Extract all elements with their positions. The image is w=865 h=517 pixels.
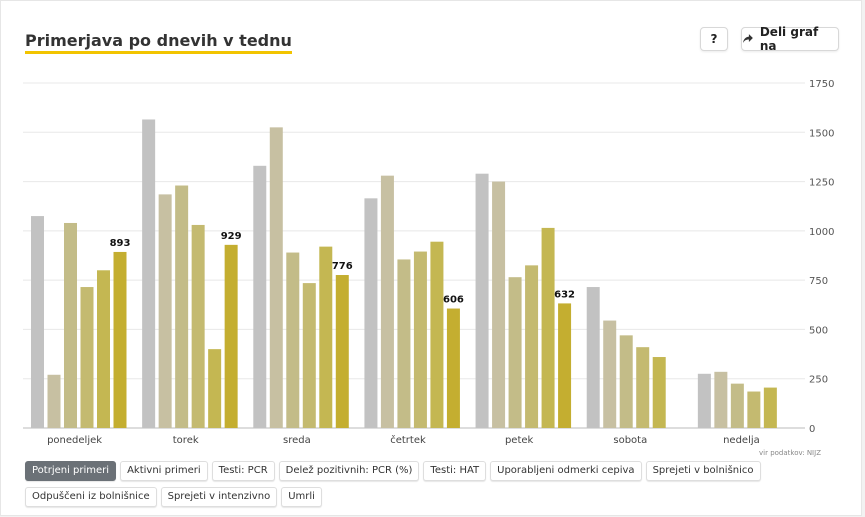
bar bbox=[364, 198, 378, 428]
chart-title: Primerjava po dnevih v tednu bbox=[25, 31, 292, 54]
bar bbox=[636, 347, 650, 428]
data-label: 606 bbox=[443, 295, 464, 306]
bar bbox=[224, 244, 238, 428]
bar bbox=[446, 308, 460, 428]
bar bbox=[763, 387, 777, 428]
bar bbox=[158, 194, 172, 428]
bar bbox=[619, 335, 633, 428]
bar bbox=[586, 287, 600, 428]
share-arrow-icon bbox=[742, 34, 753, 43]
bar bbox=[413, 251, 427, 428]
x-tick-label: torek bbox=[173, 435, 199, 446]
y-tick-label: 250 bbox=[809, 375, 828, 386]
metric-tab[interactable]: Testi: PCR bbox=[211, 461, 275, 481]
bar bbox=[603, 320, 617, 428]
metric-tab[interactable]: Testi: HAT bbox=[423, 461, 487, 481]
bar bbox=[558, 303, 572, 428]
data-label: 776 bbox=[332, 261, 353, 272]
bar bbox=[652, 357, 666, 428]
y-tick-label: 1250 bbox=[809, 178, 834, 189]
share-button-label: Deli graf na bbox=[759, 25, 819, 53]
y-tick-label: 500 bbox=[809, 325, 828, 336]
bar bbox=[97, 270, 110, 428]
y-tick-label: 1750 bbox=[809, 79, 834, 90]
y-tick-label: 0 bbox=[809, 424, 815, 435]
y-tick-label: 1000 bbox=[809, 227, 834, 238]
metric-tab[interactable]: Umrli bbox=[281, 487, 322, 507]
data-label: 893 bbox=[110, 238, 131, 249]
bar bbox=[302, 283, 316, 428]
metric-tab[interactable]: Uporabljeni odmerki cepiva bbox=[490, 461, 642, 481]
bar bbox=[430, 241, 444, 428]
bar bbox=[508, 277, 522, 428]
x-tick-label: sreda bbox=[283, 435, 311, 446]
x-tick-label: petek bbox=[505, 435, 534, 446]
share-button[interactable]: Deli graf na bbox=[741, 25, 839, 53]
bar bbox=[269, 127, 283, 428]
metric-tabs: Potrjeni primeri Aktivni primeri Testi: PC… bbox=[25, 461, 825, 507]
bar bbox=[335, 275, 349, 428]
y-tick-label: 750 bbox=[809, 276, 828, 287]
x-tick-label: sobota bbox=[613, 435, 647, 446]
metric-tab[interactable]: Aktivni primeri bbox=[120, 461, 208, 481]
metric-tab[interactable]: Sprejeti v bolnišnico bbox=[645, 461, 761, 481]
bar bbox=[492, 181, 506, 428]
bar bbox=[64, 222, 77, 428]
bar bbox=[714, 371, 728, 428]
bar bbox=[80, 287, 94, 428]
bar bbox=[697, 373, 711, 428]
bar bbox=[747, 391, 761, 428]
metric-tab[interactable]: Sprejeti v intenzivno bbox=[160, 487, 278, 507]
data-label: 929 bbox=[221, 231, 242, 242]
help-button[interactable]: ? bbox=[700, 27, 728, 51]
bar bbox=[286, 252, 300, 428]
bar bbox=[380, 175, 394, 428]
bar bbox=[475, 173, 489, 428]
y-tick-label: 1500 bbox=[809, 128, 834, 139]
bar bbox=[113, 251, 127, 428]
bar bbox=[47, 374, 61, 428]
bar bbox=[397, 259, 411, 428]
bar bbox=[525, 265, 539, 428]
bar bbox=[175, 185, 189, 428]
bar bbox=[208, 349, 222, 428]
bar bbox=[191, 224, 205, 428]
x-tick-label: četrtek bbox=[390, 434, 426, 446]
metric-tab[interactable]: Delež pozitivnih: PCR (%) bbox=[278, 461, 420, 481]
bar bbox=[730, 383, 744, 428]
bar bbox=[142, 119, 156, 428]
data-label: 632 bbox=[554, 289, 575, 300]
x-tick-label: nedelja bbox=[723, 435, 760, 446]
metric-tab[interactable]: Odpuščeni iz bolnišnice bbox=[25, 487, 157, 507]
metric-tab[interactable]: Potrjeni primeri bbox=[25, 461, 117, 481]
bar bbox=[31, 216, 44, 428]
bar bbox=[319, 246, 333, 428]
x-tick-label: ponedeljek bbox=[47, 435, 102, 446]
source-note: vir podatkov: NIJZ bbox=[759, 449, 821, 457]
bar bbox=[253, 165, 267, 429]
bar bbox=[541, 227, 555, 428]
